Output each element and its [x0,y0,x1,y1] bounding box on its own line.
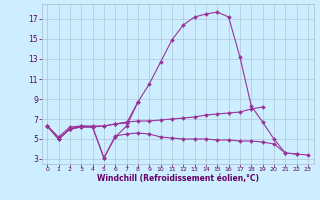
X-axis label: Windchill (Refroidissement éolien,°C): Windchill (Refroidissement éolien,°C) [97,174,259,183]
